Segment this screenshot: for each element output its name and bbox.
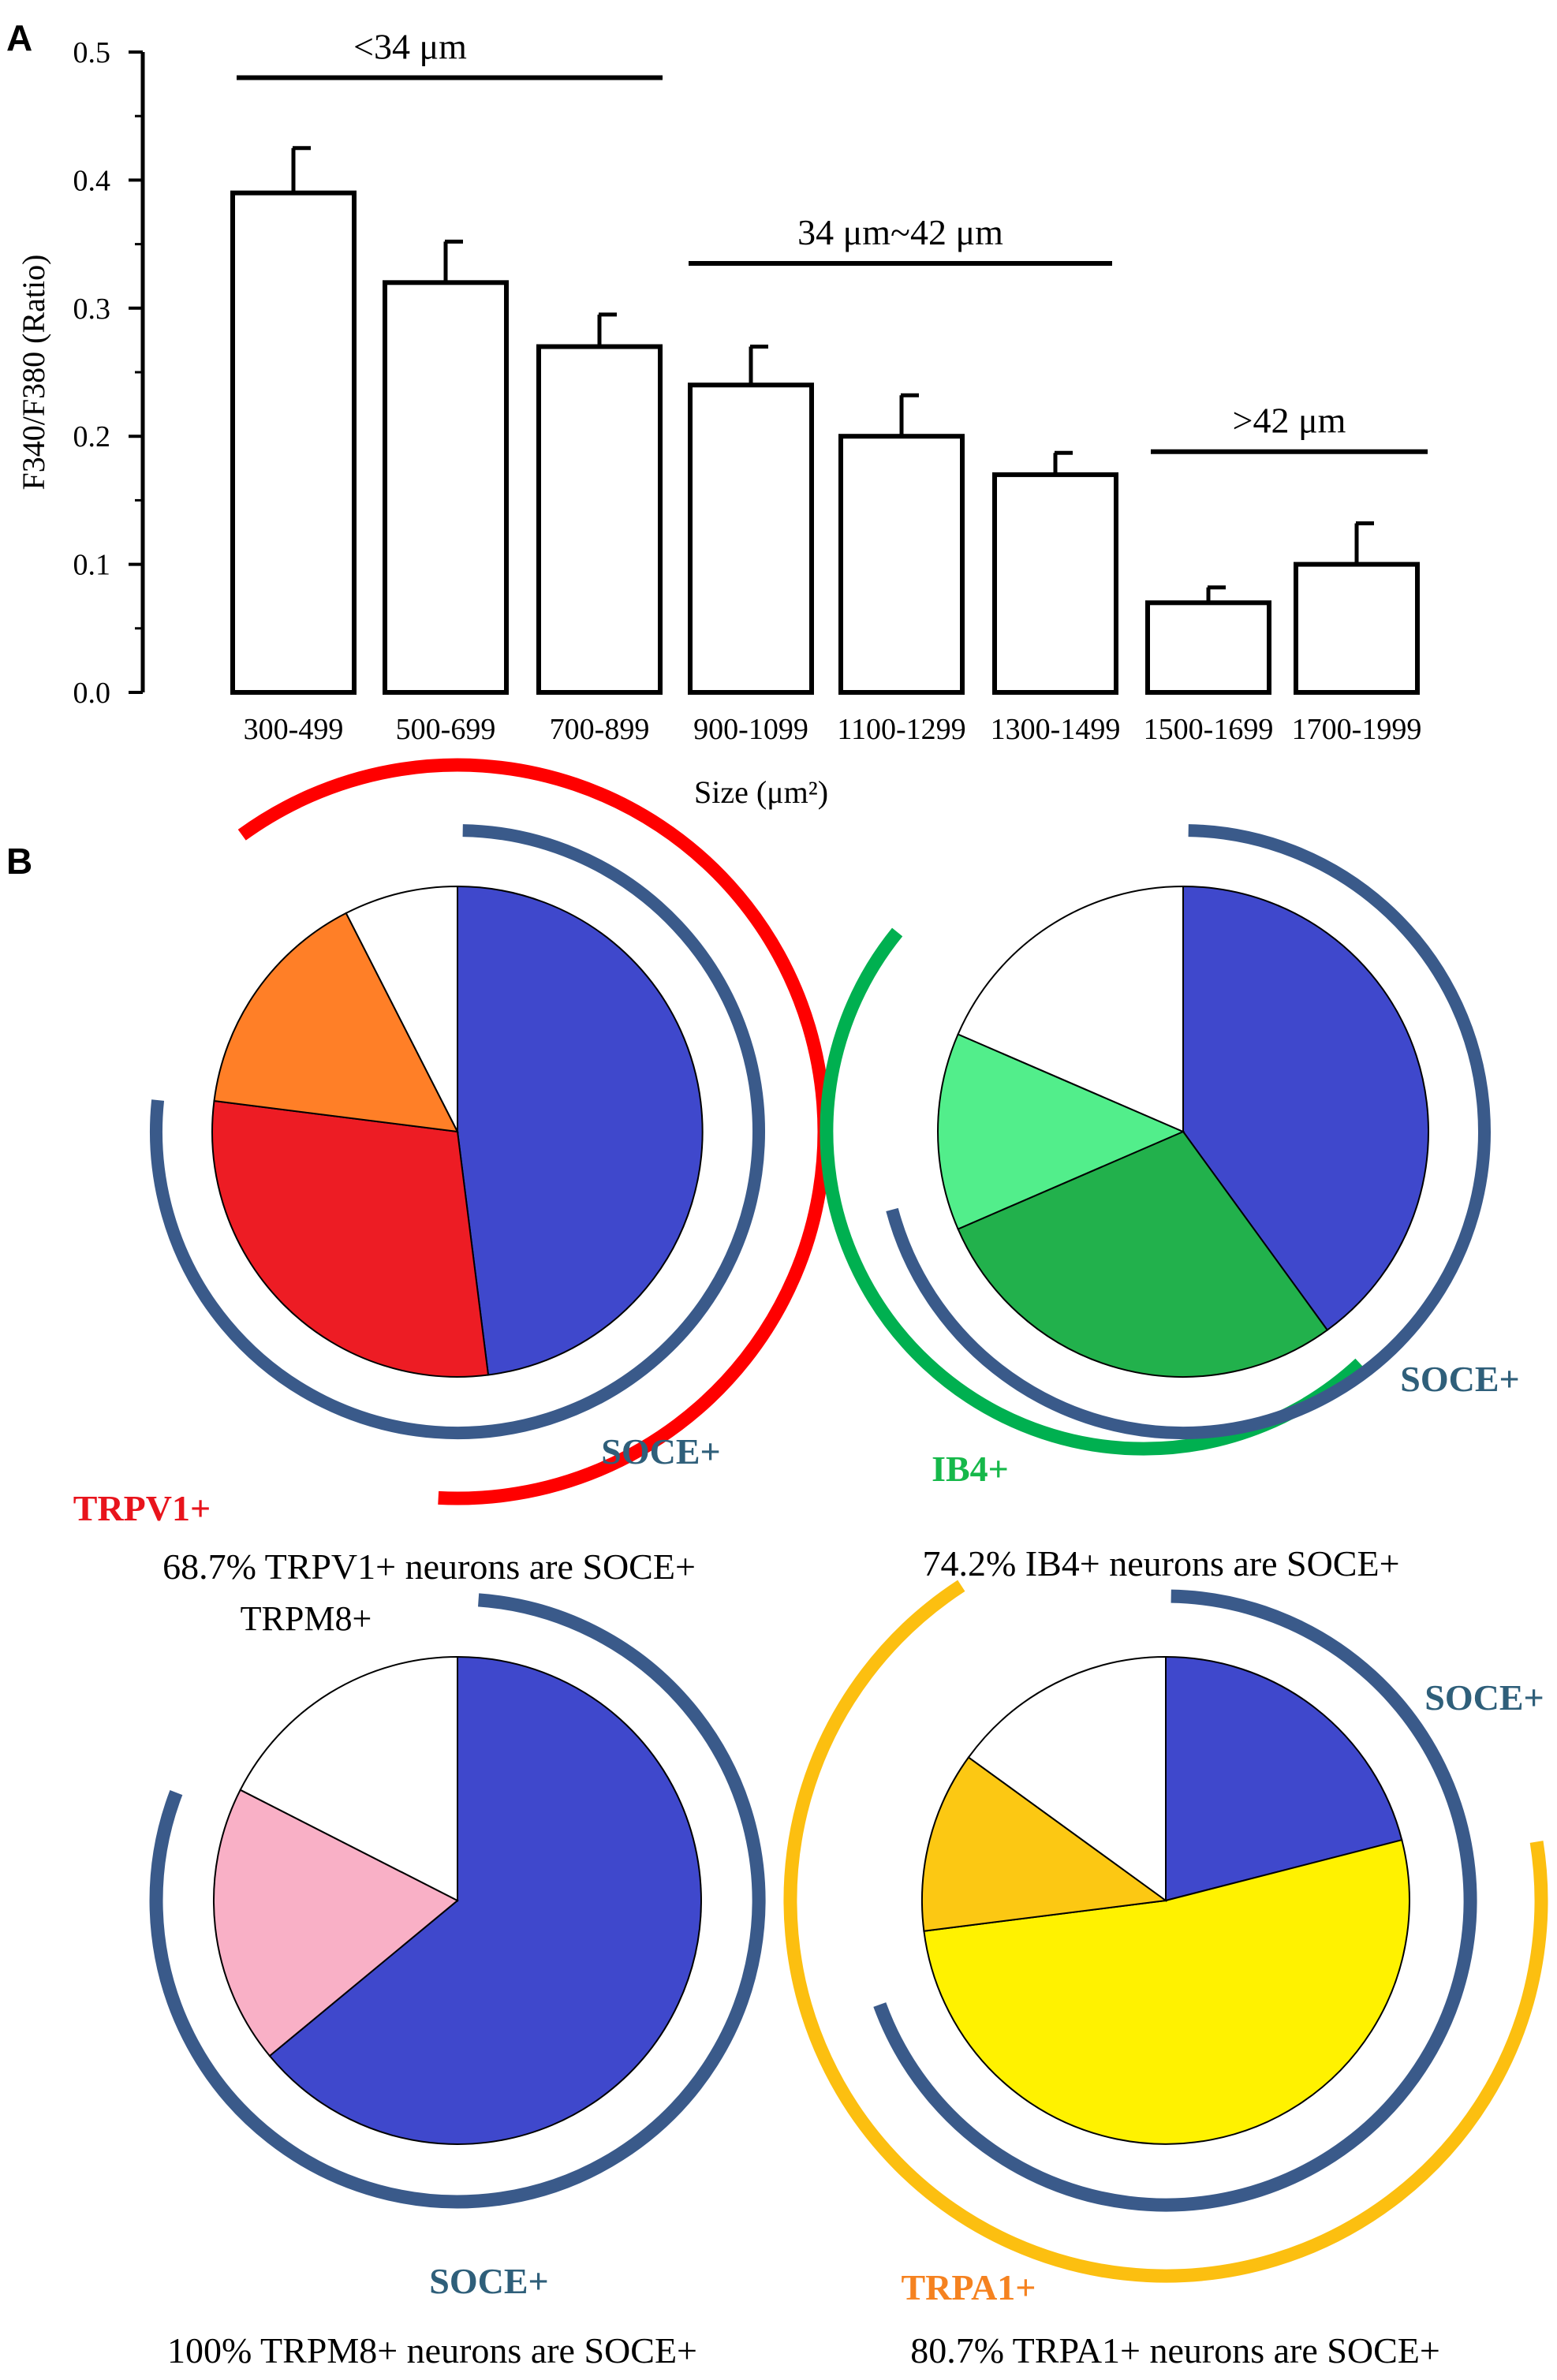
- bar-series: [230, 146, 1420, 696]
- panel-label-b: B: [6, 841, 32, 882]
- y-axis-title: F340/F380 (Ratio): [16, 255, 51, 491]
- pie-slice: [921, 1756, 1168, 1932]
- pie-trpv1-slices: [211, 885, 704, 1378]
- size-range-annotations: <34 μm 34 μm~42 μm >42 μm: [237, 26, 1428, 454]
- bar: [230, 190, 357, 695]
- bar: [688, 382, 814, 695]
- pie-chart-ib4: IB4+ SOCE+ 74.2% IB4+ neurons are SOCE+: [820, 824, 1520, 1584]
- x-category-label: 1300-1499: [991, 713, 1121, 746]
- bar: [1145, 600, 1271, 696]
- pie-chart-trpm8: TRPM8+ SOCE+ 100% TRPM8+ neurons are SOC…: [149, 1593, 766, 2371]
- pie-slice: [211, 1099, 490, 1378]
- pie-slice: [1182, 885, 1429, 1331]
- pie-trpa1-slices: [921, 1655, 1410, 2145]
- soce-positive-arc: [150, 824, 765, 1439]
- soce-positive-arc: [149, 1593, 766, 2209]
- x-category-label: 700-899: [550, 713, 650, 746]
- bar: [1294, 561, 1420, 695]
- trpa1-arc-label: TRPA1+: [901, 2267, 1036, 2307]
- x-category-label: 1500-1699: [1144, 713, 1274, 746]
- pie-slice: [268, 1655, 702, 2145]
- y-axis-ticks: 0.0 0.1 0.2 0.3 0.4 0.5: [73, 36, 143, 710]
- range-bracket-label: 34 μm~42 μm: [797, 212, 1003, 252]
- x-axis-category-labels: 300-499 500-699 700-899 900-1099 1100-1299 13…: [244, 713, 1422, 746]
- soce-arc-label: SOCE+: [1400, 1359, 1519, 1399]
- pie-slice: [1165, 1655, 1403, 1902]
- range-bracket-label: <34 μm: [353, 26, 467, 66]
- y-tick-label: 0.4: [73, 164, 111, 197]
- bar: [838, 434, 965, 695]
- y-tick-label: 0.0: [73, 677, 111, 710]
- x-category-label: 1700-1999: [1292, 713, 1422, 746]
- y-tick-label: 0.1: [73, 549, 111, 582]
- bar: [536, 344, 663, 695]
- pie-trpv1-caption: 68.7% TRPV1+ neurons are SOCE+: [162, 1546, 696, 1587]
- pie-slice: [213, 912, 459, 1133]
- pie-slice: [937, 1033, 1185, 1230]
- pie-slice: [345, 885, 458, 1132]
- soce-arc-label: SOCE+: [429, 2261, 548, 2301]
- ib4-arc-label: IB4+: [932, 1449, 1009, 1489]
- bar: [383, 280, 509, 695]
- x-category-label: 300-499: [244, 713, 344, 746]
- range-bracket-label: >42 μm: [1233, 401, 1346, 441]
- pie-trpm8-caption: 100% TRPM8+ neurons are SOCE+: [167, 2330, 697, 2371]
- x-axis-title: Size (μm²): [694, 774, 828, 810]
- pie-slice: [457, 885, 704, 1376]
- y-tick-label: 0.2: [73, 420, 111, 453]
- trpv1-arc-label: TRPV1+: [73, 1488, 211, 1528]
- pie-chart-trpa1: TRPA1+ SOCE+ 80.7% TRPA1+ neurons are SO…: [783, 1580, 1548, 2371]
- trpv1-positive-arc: [237, 758, 831, 1505]
- soce-arc-label: SOCE+: [1424, 1677, 1544, 1718]
- soce-positive-arc: [886, 824, 1491, 1440]
- pie-ib4-slices: [937, 885, 1429, 1378]
- trpm8-slice-label: TRPM8+: [241, 1599, 372, 1638]
- pie-chart-trpv1: TRPV1+ SOCE+ 68.7% TRPV1+ neurons are SO…: [73, 758, 831, 1587]
- x-category-label: 900-1099: [693, 713, 808, 746]
- soce-arc-label: SOCE+: [601, 1431, 720, 1472]
- pie-slice: [212, 1789, 459, 2057]
- bar: [992, 472, 1118, 695]
- y-tick-label: 0.5: [73, 36, 111, 69]
- pie-trpa1-caption: 80.7% TRPA1+ neurons are SOCE+: [910, 2330, 1440, 2371]
- soce-positive-arc: [873, 1589, 1477, 2212]
- y-tick-label: 0.3: [73, 293, 111, 326]
- pie-slice: [957, 1130, 1329, 1378]
- pie-ib4-caption: 74.2% IB4+ neurons are SOCE+: [922, 1543, 1399, 1584]
- panel-b-pie-charts: B TRPV1+ SOCE+ 68.7% TRPV1+ neurons are …: [6, 758, 1548, 2371]
- ib4-positive-arc: [820, 927, 1365, 1456]
- panel-label-a: A: [6, 17, 32, 58]
- pie-slice: [239, 1655, 458, 1902]
- pie-slice: [957, 885, 1184, 1133]
- pie-slice: [967, 1655, 1167, 1902]
- pie-trpm8-slices: [212, 1655, 702, 2145]
- x-category-label: 500-699: [396, 713, 496, 746]
- x-category-label: 1100-1299: [837, 713, 965, 746]
- panel-a-bar-chart: A 0.0 0.1 0.2 0.3 0.4 0.5 <34 μm 34 μm~42 μm >4…: [6, 17, 1428, 810]
- trpa1-positive-arc: [783, 1580, 1548, 2283]
